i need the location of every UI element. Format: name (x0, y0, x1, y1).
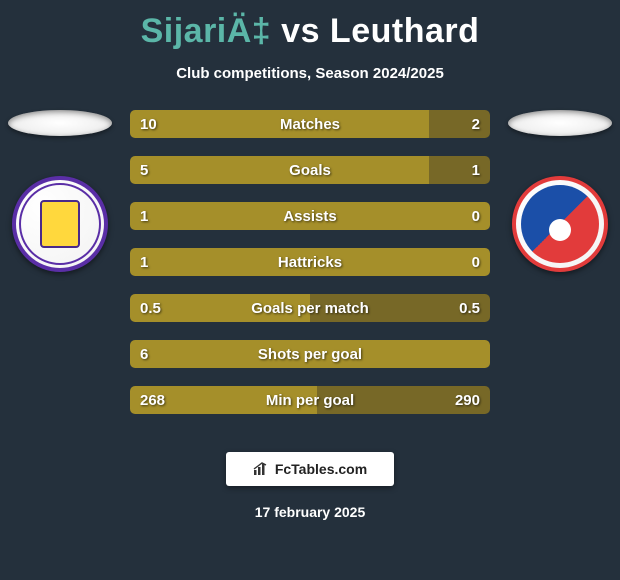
left-side (0, 110, 120, 272)
chart-icon (253, 462, 269, 476)
comparison-content: 102Matches 51Goals 10Assists 10Hattricks 0.5… (0, 110, 620, 430)
stat-label: Goals (130, 156, 490, 184)
stat-label: Hattricks (130, 248, 490, 276)
stat-row: 6Shots per goal (130, 340, 490, 368)
country-flag-right (508, 110, 612, 136)
footer-date: 17 february 2025 (0, 504, 620, 520)
stat-row: 10Hattricks (130, 248, 490, 276)
stat-row: 10Assists (130, 202, 490, 230)
brand-text: FcTables.com (275, 461, 367, 477)
stat-label: Min per goal (130, 386, 490, 414)
brand-badge[interactable]: FcTables.com (226, 452, 394, 486)
right-side (500, 110, 620, 272)
club-badge-right-inner (521, 185, 599, 263)
club-badge-left-inner (40, 200, 80, 248)
stat-label: Matches (130, 110, 490, 138)
stat-label: Assists (130, 202, 490, 230)
stat-row: 0.50.5Goals per match (130, 294, 490, 322)
stat-label: Shots per goal (130, 340, 490, 368)
title-rest: vs Leuthard (271, 12, 479, 50)
club-badge-left (12, 176, 108, 272)
country-flag-left (8, 110, 112, 136)
club-badge-right (512, 176, 608, 272)
subtitle: Club competitions, Season 2024/2025 (0, 65, 620, 82)
stat-row: 102Matches (130, 110, 490, 138)
page-title: SijariÄ‡ vs Leuthard (0, 0, 620, 51)
title-player-left: SijariÄ‡ (141, 12, 272, 50)
stat-row: 268290Min per goal (130, 386, 490, 414)
stat-bars: 102Matches 51Goals 10Assists 10Hattricks 0.5… (130, 110, 490, 432)
stat-row: 51Goals (130, 156, 490, 184)
stat-label: Goals per match (130, 294, 490, 322)
